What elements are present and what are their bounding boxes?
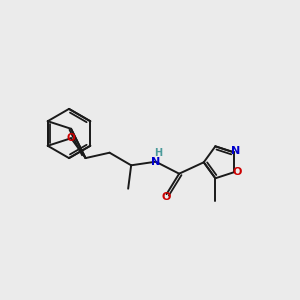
Text: H: H bbox=[154, 148, 162, 158]
Text: O: O bbox=[232, 167, 242, 177]
Text: N: N bbox=[151, 157, 160, 167]
Text: O: O bbox=[162, 192, 171, 202]
Text: N: N bbox=[231, 146, 240, 156]
Text: O: O bbox=[67, 133, 76, 143]
